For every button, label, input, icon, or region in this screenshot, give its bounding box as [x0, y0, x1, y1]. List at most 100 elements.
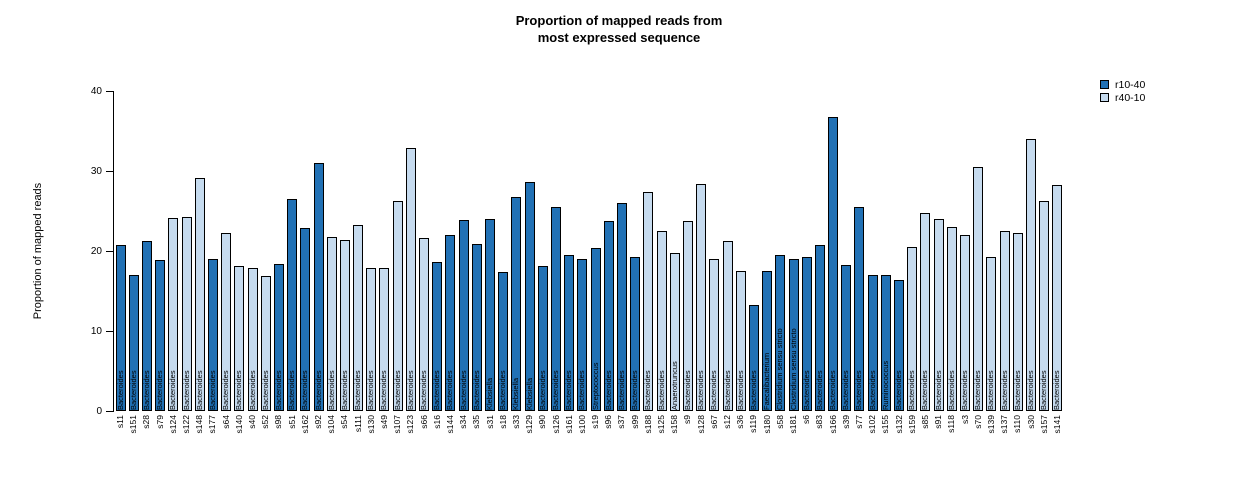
bar-s181 [788, 259, 799, 411]
bar-s66 [419, 238, 430, 411]
x-tick-label: s102 [867, 415, 878, 434]
bar-s98 [273, 263, 284, 411]
y-tick-mark [106, 251, 113, 252]
bar-s64 [221, 233, 232, 411]
y-tick-label: 40 [90, 86, 102, 97]
bar-s52 [260, 275, 271, 411]
x-tick-label: s159 [906, 415, 917, 434]
x-tick-label: s39 [840, 415, 851, 429]
bar-s107 [392, 201, 403, 411]
x-tick-label: s110 [1012, 415, 1023, 433]
bar-s111 [353, 225, 364, 411]
x-tick-label: s34 [458, 415, 469, 429]
x-tick-label: s16 [431, 415, 442, 429]
bar-s177 [207, 259, 218, 411]
x-tick-label: s132 [893, 415, 904, 434]
x-tick-label: s6 [801, 415, 812, 424]
y-tick-label: 30 [90, 166, 102, 177]
x-tick-label: s51 [286, 415, 297, 429]
bar-s162 [300, 227, 311, 411]
bar-s129 [524, 182, 535, 411]
bar-s148 [194, 178, 205, 411]
bar-s35 [471, 243, 482, 411]
x-tick-label: s37 [616, 415, 627, 429]
x-tick-label: s107 [392, 415, 403, 434]
legend-item-r40-10: r40-10 [1100, 91, 1145, 104]
bar-s28 [141, 241, 152, 411]
bar-s49 [379, 267, 390, 411]
bar-s77 [854, 207, 865, 411]
x-tick-label: s92 [313, 415, 323, 429]
plot-area: Bacteroides Bacteroides Bacteroides Bactero… [114, 91, 1064, 411]
chart-title-line1: Proportion of mapped reads from [515, 13, 723, 28]
bar-s11 [115, 245, 126, 411]
bar-s144 [445, 235, 456, 411]
bar-s188 [643, 191, 654, 411]
bar-s159 [907, 247, 918, 411]
bar-s161 [564, 255, 575, 411]
bar-s16 [432, 262, 443, 411]
y-tick-mark [106, 91, 113, 92]
bar-s83 [814, 245, 825, 411]
bar-s70 [973, 167, 984, 411]
bar-s123 [405, 147, 416, 411]
x-tick-label: s177 [207, 415, 218, 434]
x-tick-label: s130 [365, 415, 376, 434]
bar-s31 [485, 219, 496, 411]
x-tick-label: s98 [273, 415, 284, 429]
x-tick-label: s79 [154, 415, 165, 429]
y-tick-mark [106, 411, 113, 412]
x-tick-label: s119 [748, 415, 759, 433]
bar-s100 [577, 259, 588, 411]
x-tick-label: s28 [141, 415, 152, 429]
y-tick-mark [106, 171, 113, 172]
bar-s102 [867, 275, 878, 411]
bar-s90 [537, 266, 548, 411]
bar-s30 [1026, 139, 1036, 411]
y-tick-label: 0 [96, 406, 102, 417]
bar-s91 [933, 219, 944, 411]
x-tick-label: s128 [695, 415, 706, 434]
x-tick-label: s111 [352, 415, 363, 433]
bar-s141 [1052, 184, 1063, 411]
x-tick-label: s54 [339, 415, 350, 429]
bar-s96 [603, 220, 614, 411]
y-axis-title: Proportion of mapped reads [32, 182, 44, 320]
legend: r10-40 r40-10 [1100, 78, 1145, 104]
x-tick-label: s125 [656, 415, 667, 434]
x-tick-label: s162 [299, 415, 310, 434]
y-axis-line [113, 91, 114, 412]
bar-s33 [511, 197, 522, 411]
bar-s67 [709, 259, 720, 411]
bar-s166 [828, 116, 839, 411]
bar-s3 [960, 235, 971, 411]
x-tick-label: s99 [629, 415, 640, 429]
bar-s124 [168, 218, 179, 411]
bar-s39 [841, 264, 852, 411]
bar-s9 [682, 220, 693, 411]
x-tick-label: s3 [959, 415, 970, 424]
bar-s126 [551, 207, 561, 411]
legend-label-r40-10: r40-10 [1115, 91, 1146, 104]
x-tick-label: s148 [194, 415, 205, 434]
x-tick-label: s52 [260, 415, 271, 429]
x-tick-label: s180 [761, 415, 772, 434]
bar-s18 [498, 271, 509, 411]
x-tick-label: s155 [880, 415, 891, 434]
bar-s180 [762, 271, 773, 411]
bar-s12 [722, 241, 733, 411]
x-tick-label: s83 [814, 415, 825, 429]
bar-s140 [234, 266, 245, 411]
x-tick-label: s9 [682, 415, 693, 424]
legend-label-r10-40: r10-40 [1115, 78, 1146, 91]
x-tick-label: s58 [774, 415, 785, 429]
x-tick-label: s49 [378, 415, 389, 429]
bar-s158 [669, 252, 680, 411]
x-tick-label: s100 [576, 415, 587, 434]
x-tick-label: s141 [1051, 415, 1062, 434]
x-tick-label: s151 [128, 415, 139, 434]
bar-s139 [986, 257, 997, 411]
bar-s40 [247, 267, 258, 411]
bar-s51 [287, 199, 298, 411]
x-tick-label: s90 [537, 415, 548, 429]
